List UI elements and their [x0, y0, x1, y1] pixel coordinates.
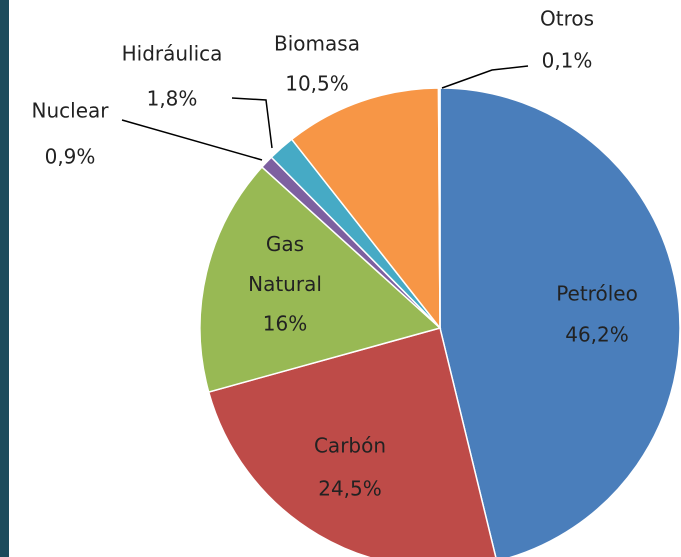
left-border	[0, 0, 9, 557]
leader-line	[441, 65, 529, 89]
slice-label: Otros	[540, 7, 594, 31]
pie-slice	[199, 165, 442, 393]
pie-slice	[290, 87, 441, 331]
slice-value-label: 16%	[263, 312, 307, 336]
slice-label: Hidráulica	[122, 42, 223, 66]
pie-slice	[207, 327, 497, 557]
slice-value-label: 46,2%	[565, 323, 629, 347]
pie-slice	[437, 87, 441, 329]
leader-line	[231, 97, 273, 149]
slice-value-label: 10,5%	[285, 72, 349, 96]
slice-value-label: 0,9%	[45, 145, 96, 169]
slice-value-label: 0,1%	[542, 49, 593, 73]
leader-line	[121, 119, 263, 161]
pie-slice	[439, 87, 681, 557]
slice-label: Gas Natural	[248, 232, 322, 296]
slice-label: Biomasa	[274, 32, 360, 56]
slice-value-label: 24,5%	[318, 477, 382, 501]
slice-value-label: 1,8%	[147, 87, 198, 111]
slice-label: Petróleo	[556, 282, 638, 306]
slice-label: Carbón	[314, 434, 386, 458]
slice-label: Nuclear	[32, 99, 110, 123]
